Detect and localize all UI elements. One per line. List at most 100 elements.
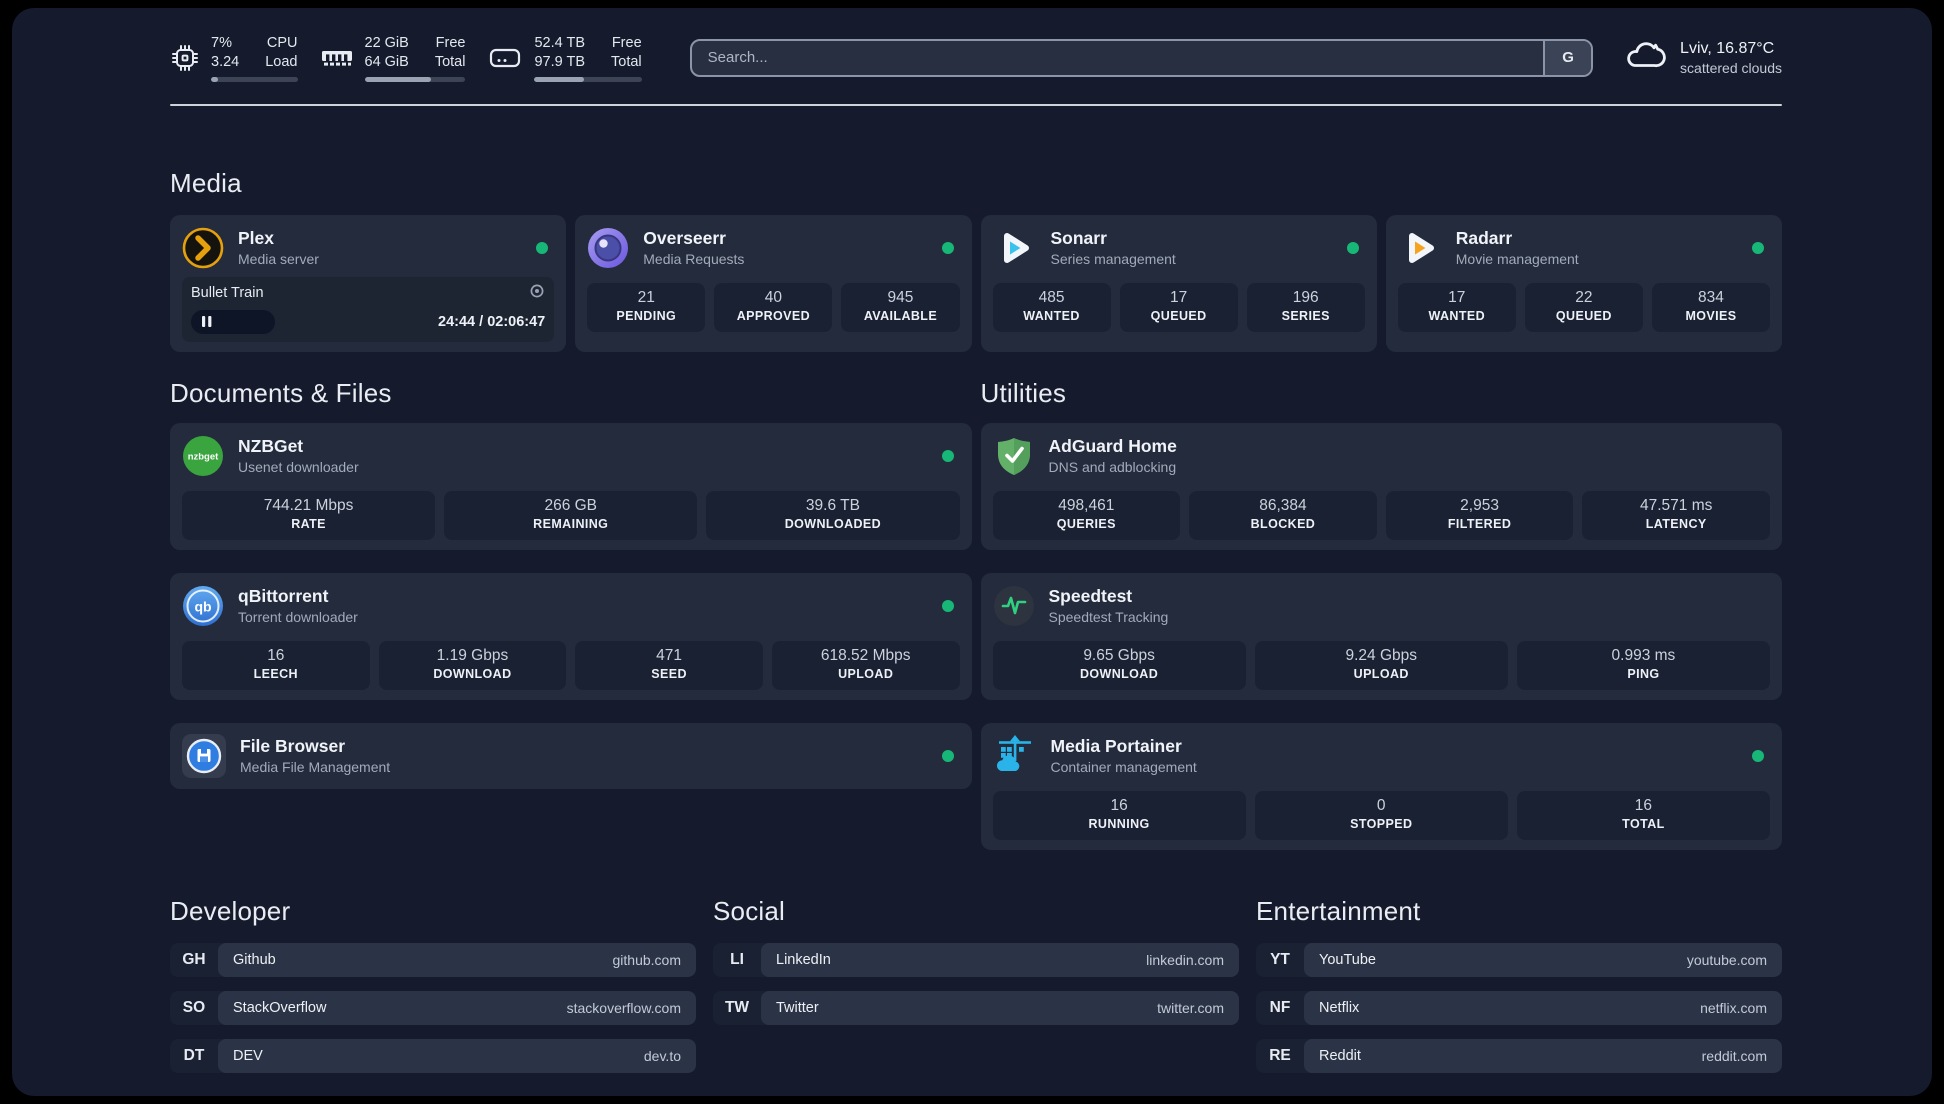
stat-downloaded: 39.6 TB DOWNLOADED (706, 490, 960, 540)
app-name: NZBGet (238, 436, 304, 457)
stat-blocked: 86,384 BLOCKED (1189, 490, 1377, 540)
search-bar: G (689, 38, 1594, 77)
bookmark-github[interactable]: GH Github github.com (170, 942, 696, 977)
stat-ping: 0.993 ms PING (1516, 640, 1770, 690)
status-dot (1346, 241, 1359, 254)
bookmark-abbr: NF (1269, 998, 1291, 1016)
app-card-sonarr[interactable]: Sonarr Series management 485 WANTED 17 Q… (980, 214, 1377, 352)
bookmark-domain: netflix.com (1700, 999, 1767, 1016)
stat-seed: 471 SEED (575, 640, 763, 690)
bookmark-name: StackOverflow (233, 999, 327, 1016)
radarr-icon (1398, 226, 1442, 270)
app-card-qbittorrent[interactable]: qb qBittorrent Torrent downloader 16 LEE… (170, 572, 972, 700)
app-description: Media server (238, 251, 319, 268)
bookmark-abbr: LI (730, 950, 744, 968)
app-card-portainer[interactable]: Media Portainer Container management 16 … (980, 722, 1782, 850)
qbittorrent-icon: qb (182, 585, 224, 627)
bookmark-netflix[interactable]: NF Netflix netflix.com (1256, 990, 1782, 1025)
bookmark-domain: stackoverflow.com (566, 999, 681, 1016)
weather-location-temp: Lviv, 16.87°C (1680, 39, 1775, 57)
bookmark-reddit[interactable]: RE Reddit reddit.com (1256, 1038, 1782, 1073)
now-playing-settings-icon[interactable] (529, 283, 545, 304)
app-description: Container management (1050, 759, 1197, 776)
status-dot (941, 449, 954, 462)
speedtest-icon (993, 585, 1035, 627)
bookmark-abbr: TW (724, 998, 750, 1016)
app-card-speedtest[interactable]: Speedtest Speedtest Tracking 9.65 Gbps D… (980, 572, 1782, 700)
bookmark-domain: dev.to (643, 1047, 681, 1064)
stat-approved: 40 APPROVED (714, 282, 833, 332)
stat-filtered: 2,953 FILTERED (1385, 490, 1574, 540)
bookmark-abbr: YT (1270, 950, 1290, 968)
app-description: Torrent downloader (238, 609, 358, 626)
bookmark-twitter[interactable]: TW Twitter twitter.com (713, 990, 1239, 1025)
stat-wanted: 485 WANTED (992, 282, 1111, 332)
app-card-filebrowser[interactable]: File Browser Media File Management (170, 722, 972, 789)
stat-movies: 834 MOVIES (1651, 282, 1770, 332)
bookmark-name: Twitter (776, 999, 819, 1016)
status-dot (941, 599, 954, 612)
section-entertainment: Entertainment YT YouTube youtube.com NF … (1256, 896, 1782, 1073)
app-card-radarr[interactable]: Radarr Movie management 17 WANTED 22 QUE… (1385, 214, 1782, 352)
media-section-title: Media (170, 167, 242, 198)
app-card-plex[interactable]: Plex Media server Bullet Train (170, 214, 567, 352)
bookmark-name: Netflix (1319, 999, 1360, 1016)
cpu-progress-bar (211, 76, 298, 82)
bookmark-bar: StackOverflow stackoverflow.com (218, 990, 696, 1025)
social-section-title: Social (713, 895, 786, 926)
bookmark-bar: Reddit reddit.com (1304, 1038, 1782, 1073)
disk-icon (487, 45, 523, 71)
playback-time: 24:44 / 02:06:47 (438, 313, 546, 330)
app-description: Movie management (1455, 251, 1579, 268)
bookmark-abbr: GH (182, 950, 206, 968)
stat-rate: 744.21 Mbps RATE (182, 490, 436, 540)
weather-condition: scattered clouds (1680, 60, 1782, 77)
app-card-overseerr[interactable]: Overseerr Media Requests 21 PENDING 40 A… (575, 214, 972, 352)
stat-series: 196 SERIES (1246, 282, 1365, 332)
app-name: Speedtest (1048, 586, 1133, 607)
bookmark-name: DEV (233, 1047, 263, 1064)
cpu-values: 7% 3.24 (211, 35, 240, 70)
disk-values: 52.4 TB 97.9 TB (534, 35, 586, 70)
app-description: DNS and adblocking (1048, 459, 1177, 476)
stat-running: 16 RUNNING (992, 790, 1246, 840)
status-dot (1752, 241, 1764, 254)
documents-section-title: Documents & Files (170, 377, 392, 408)
search-engine-button[interactable]: G (1543, 40, 1592, 75)
stat-stopped: 0 STOPPED (1254, 790, 1508, 840)
app-card-adguard[interactable]: AdGuard Home DNS and adblocking 498,461 … (980, 422, 1782, 550)
section-utilities: Utilities AdGuard Home (980, 378, 1782, 850)
cpu-labels: CPU Load (265, 35, 298, 70)
bookmark-stackoverflow[interactable]: SO StackOverflow stackoverflow.com (170, 990, 696, 1025)
section-media: Media Plex Media server (170, 168, 1782, 352)
now-playing-box: Bullet Train (182, 276, 555, 342)
section-documents: Documents & Files nzbget NZBGet U (170, 378, 972, 850)
stat-pending: 21 PENDING (587, 282, 706, 332)
bookmark-dev[interactable]: DT DEV dev.to (170, 1038, 696, 1073)
plex-icon (182, 227, 224, 269)
app-name: Media Portainer (1050, 736, 1182, 757)
bookmark-domain: twitter.com (1157, 999, 1224, 1016)
app-card-nzbget[interactable]: nzbget NZBGet Usenet downloader 744.21 M… (170, 422, 972, 550)
memory-progress-bar (364, 76, 466, 82)
pause-icon (202, 316, 212, 328)
stat-latency: 47.571 ms LATENCY (1582, 490, 1770, 540)
cloud-icon (1623, 38, 1667, 77)
stat-available: 945 AVAILABLE (841, 282, 960, 332)
adguard-icon (993, 435, 1035, 477)
stat-download: 1.19 Gbps DOWNLOAD (378, 640, 567, 690)
pause-button[interactable] (191, 309, 275, 334)
search-input[interactable] (691, 40, 1544, 75)
stat-queries: 498,461 QUERIES (992, 490, 1181, 540)
bookmark-youtube[interactable]: YT YouTube youtube.com (1256, 942, 1782, 977)
stat-queued: 22 QUEUED (1524, 282, 1643, 332)
stat-remaining: 266 GB REMAINING (444, 490, 698, 540)
stat-leech: 16 LEECH (182, 640, 370, 690)
app-name: Overseerr (643, 228, 726, 249)
status-dot (941, 749, 954, 762)
app-name: AdGuard Home (1048, 436, 1177, 457)
disk-usage-widget: 52.4 TB 97.9 TB Free Total (487, 34, 642, 82)
bookmark-linkedin[interactable]: LI LinkedIn linkedin.com (713, 942, 1239, 977)
overseerr-icon (587, 227, 629, 269)
bookmark-bar: LinkedIn linkedin.com (761, 942, 1239, 977)
